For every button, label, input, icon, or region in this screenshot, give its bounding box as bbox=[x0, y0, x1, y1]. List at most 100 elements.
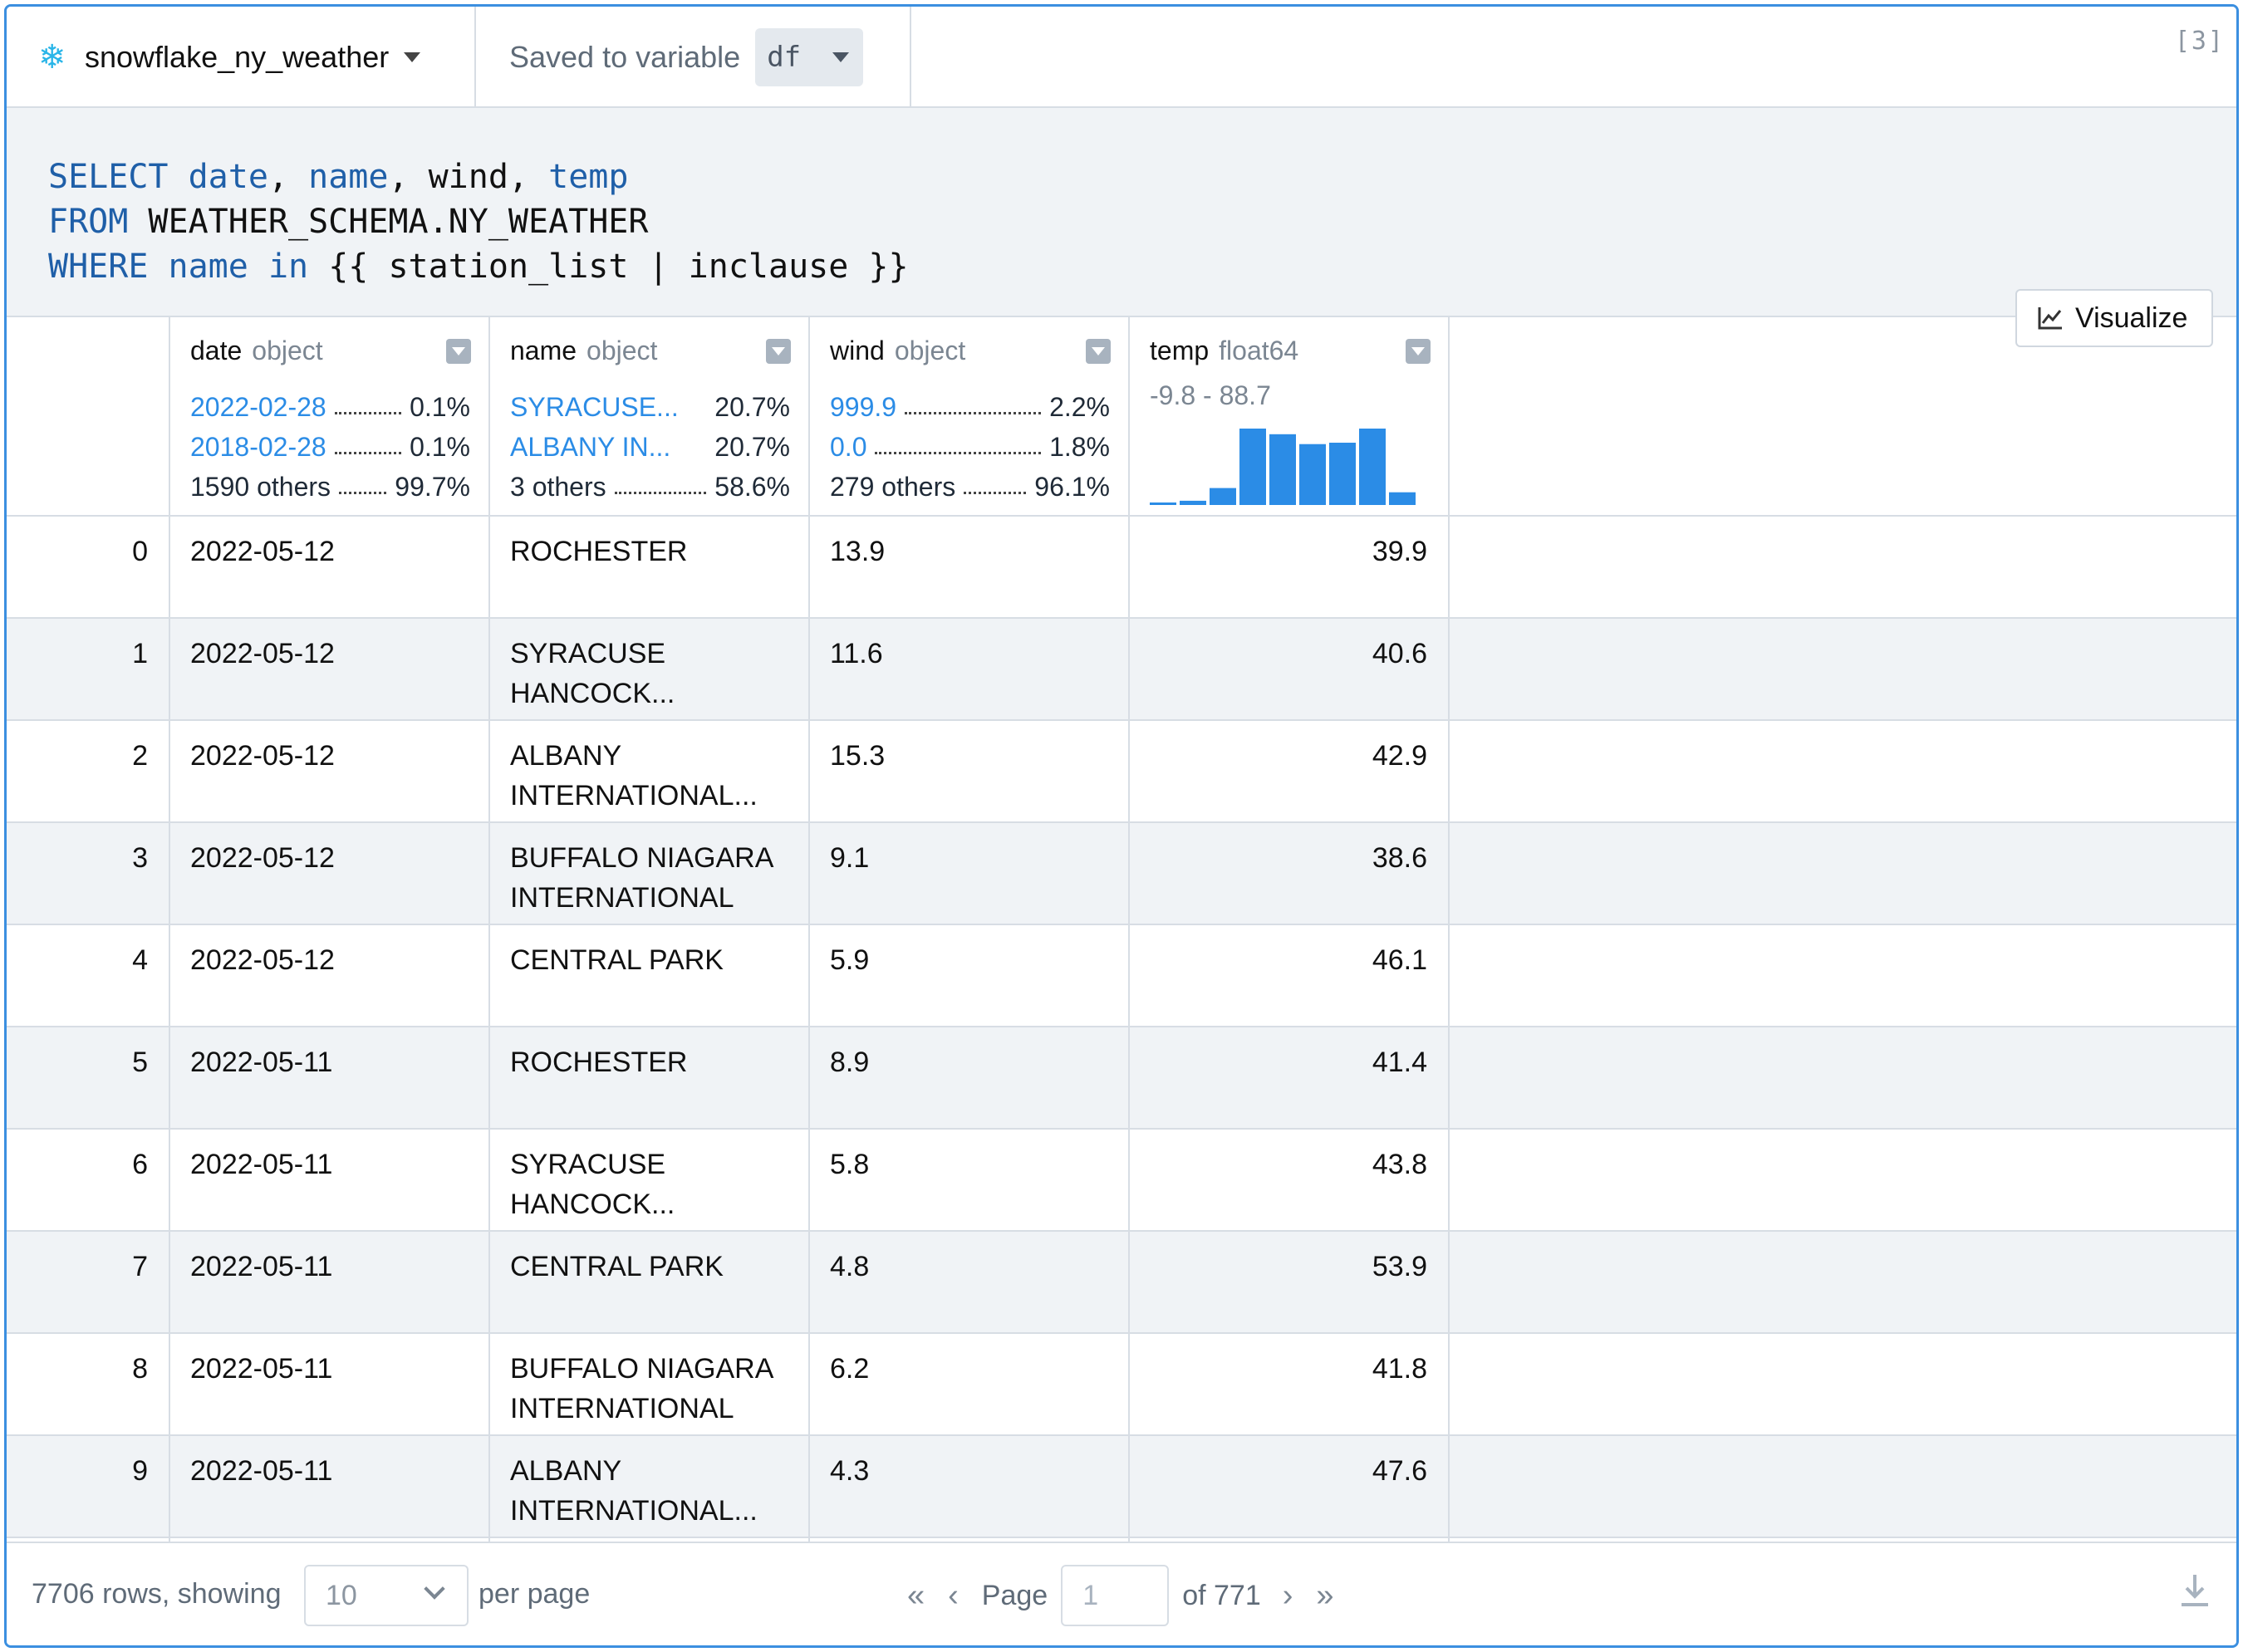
column-menu-button[interactable] bbox=[766, 339, 791, 364]
visualize-label: Visualize bbox=[2075, 301, 2188, 334]
column-divider bbox=[488, 317, 490, 1543]
table-row[interactable]: 9 2022-05-11 ALBANY INTERNATIONAL... 4.3 47.6 bbox=[7, 1436, 2236, 1538]
cell-temp: 41.4 bbox=[1372, 1047, 1427, 1078]
histogram-bar[interactable] bbox=[1359, 429, 1386, 505]
variable-name-input[interactable]: df bbox=[755, 28, 864, 86]
column-header-date[interactable]: date object 2022-02-28 0.1% 2018-02-28 0.1%… bbox=[170, 317, 490, 517]
column-name: name bbox=[510, 336, 577, 365]
column-divider bbox=[808, 317, 810, 1543]
value-range: -9.8 - 88.7 bbox=[1150, 380, 1271, 410]
histogram-bar[interactable] bbox=[1150, 502, 1176, 505]
value-stat-row[interactable]: 999.9 2.2% bbox=[830, 391, 1110, 422]
chevron-down-icon bbox=[424, 1578, 445, 1600]
histogram-bar[interactable] bbox=[1299, 444, 1326, 505]
row-index: 0 bbox=[132, 536, 148, 567]
connection-name: snowflake_ny_weather bbox=[85, 40, 390, 74]
cell-wind: 5.9 bbox=[830, 944, 870, 976]
cell-name: ROCHESTER bbox=[510, 1042, 793, 1082]
table-row[interactable]: 0 2022-05-12 ROCHESTER 13.9 39.9 bbox=[7, 517, 2236, 619]
temp-histogram[interactable] bbox=[1150, 425, 1416, 505]
cell-date: 2022-05-11 bbox=[190, 1251, 333, 1282]
cell-name-line: BUFFALO NIAGARA bbox=[510, 842, 774, 874]
last-page-icon[interactable]: » bbox=[1316, 1577, 1334, 1613]
cell-wind: 15.3 bbox=[830, 740, 886, 772]
table-row[interactable]: 2 2022-05-12 ALBANY INTERNATIONAL... 15.3 42.… bbox=[7, 721, 2236, 823]
cell-name-line: BUFFALO NIAGARA bbox=[510, 1353, 774, 1385]
row-count: 7706 rows, showing bbox=[32, 1578, 282, 1610]
cell-name-line: SYRACUSE bbox=[510, 638, 666, 669]
value-stat-row[interactable]: 2018-02-28 0.1% bbox=[190, 431, 470, 462]
cell-wind: 6.2 bbox=[830, 1353, 870, 1385]
cell-name-line: INTERNATIONAL... bbox=[510, 1495, 758, 1527]
row-index: 5 bbox=[132, 1047, 148, 1078]
column-header-wind[interactable]: wind object 999.9 2.2% 0.0 1.8% 279 others 9… bbox=[810, 317, 1130, 517]
download-icon[interactable] bbox=[2178, 1571, 2211, 1608]
cell-temp: 43.8 bbox=[1372, 1149, 1427, 1180]
cell-name: ALBANY INTERNATIONAL... bbox=[510, 736, 793, 816]
value-stat-row: 3 others 58.6% bbox=[510, 471, 790, 502]
table-footer: 7706 rows, showing 10 per page « ‹ Page … bbox=[7, 1542, 2236, 1645]
page-total: of 771 bbox=[1182, 1579, 1261, 1611]
column-menu-button[interactable] bbox=[1406, 339, 1431, 364]
next-page-icon[interactable]: › bbox=[1282, 1577, 1293, 1613]
cell-temp: 42.9 bbox=[1372, 740, 1427, 772]
saved-variable-section: Saved to variable df bbox=[476, 7, 911, 108]
table-row[interactable]: 1 2022-05-12 SYRACUSE HANCOCK... 11.6 40.6 bbox=[7, 619, 2236, 721]
page-input[interactable]: 1 bbox=[1061, 1565, 1170, 1626]
sql-editor[interactable]: SELECT date, name, wind, temp FROM WEATH… bbox=[7, 108, 2236, 317]
cell-wind: 9.1 bbox=[830, 842, 870, 874]
per-page-select[interactable]: 10 bbox=[304, 1565, 469, 1626]
histogram-bar[interactable] bbox=[1210, 488, 1236, 505]
cell-temp: 53.9 bbox=[1372, 1251, 1427, 1282]
table-row[interactable]: 5 2022-05-11 ROCHESTER 8.9 41.4 bbox=[7, 1027, 2236, 1130]
row-index: 6 bbox=[132, 1149, 148, 1180]
connection-selector[interactable]: ❄ snowflake_ny_weather bbox=[7, 7, 476, 108]
table-header: date object 2022-02-28 0.1% 2018-02-28 0.1%… bbox=[7, 317, 2236, 517]
cell-name: BUFFALO NIAGARA INTERNATIONAL bbox=[510, 1349, 793, 1429]
table-row[interactable]: 8 2022-05-11 BUFFALO NIAGARA INTERNATIONAL 6… bbox=[7, 1334, 2236, 1436]
histogram-bar[interactable] bbox=[1269, 434, 1296, 505]
sql-line-2: FROM WEATHER_SCHEMA.NY_WEATHER bbox=[48, 203, 649, 241]
cell-wind: 11.6 bbox=[830, 638, 883, 669]
column-menu-button[interactable] bbox=[1086, 339, 1111, 364]
column-dtype: object bbox=[894, 336, 966, 365]
cell-date: 2022-05-12 bbox=[190, 638, 335, 669]
cell-name: BUFFALO NIAGARA INTERNATIONAL bbox=[510, 838, 793, 918]
cell-name-line: ALBANY bbox=[510, 1455, 622, 1487]
table-row[interactable]: 4 2022-05-12 CENTRAL PARK 5.9 46.1 bbox=[7, 925, 2236, 1027]
histogram-bar[interactable] bbox=[1180, 500, 1206, 505]
cell-name-line: CENTRAL PARK bbox=[510, 944, 724, 976]
cell-name-line: INTERNATIONAL bbox=[510, 1393, 734, 1424]
value-stat-row[interactable]: ALBANY IN... 20.7% bbox=[510, 431, 790, 462]
cell-temp: 38.6 bbox=[1372, 842, 1427, 874]
cell-date: 2022-05-12 bbox=[190, 842, 335, 874]
value-stat-row[interactable]: SYRACUSE... 20.7% bbox=[510, 391, 790, 422]
column-dtype: object bbox=[587, 336, 658, 365]
cell-name: ROCHESTER bbox=[510, 532, 793, 571]
column-divider bbox=[1128, 317, 1130, 1543]
table-row[interactable]: 3 2022-05-12 BUFFALO NIAGARA INTERNATIONAL 9… bbox=[7, 823, 2236, 925]
cell-wind: 5.8 bbox=[830, 1149, 870, 1180]
histogram-bar[interactable] bbox=[1239, 429, 1266, 505]
column-name: wind bbox=[830, 336, 885, 365]
sql-line-3: WHERE name in {{ station_list | inclause… bbox=[48, 248, 909, 286]
cell-name-line: ROCHESTER bbox=[510, 536, 688, 567]
histogram-bar[interactable] bbox=[1389, 492, 1416, 505]
row-index: 2 bbox=[132, 740, 148, 772]
pagination: « ‹ Page 1 of 771 › » bbox=[896, 1565, 1346, 1626]
histogram-bar[interactable] bbox=[1329, 443, 1356, 505]
visualize-button[interactable]: Visualize bbox=[2015, 289, 2213, 347]
column-header-temp[interactable]: temp float64 -9.8 - 88.7 bbox=[1130, 317, 1450, 517]
value-stat-row[interactable]: 2022-02-28 0.1% bbox=[190, 391, 470, 422]
row-index: 7 bbox=[132, 1251, 148, 1282]
column-menu-button[interactable] bbox=[446, 339, 471, 364]
row-index: 1 bbox=[132, 638, 148, 669]
prev-page-icon[interactable]: ‹ bbox=[948, 1577, 959, 1613]
table-row[interactable]: 7 2022-05-11 CENTRAL PARK 4.8 53.9 bbox=[7, 1232, 2236, 1334]
first-page-icon[interactable]: « bbox=[907, 1577, 925, 1613]
column-header-name[interactable]: name object SYRACUSE... 20.7% ALBANY IN...… bbox=[490, 317, 810, 517]
cell-name-line: INTERNATIONAL bbox=[510, 882, 734, 914]
table-row[interactable]: 6 2022-05-11 SYRACUSE HANCOCK... 5.8 43.8 bbox=[7, 1130, 2236, 1232]
row-index: 8 bbox=[132, 1353, 148, 1385]
value-stat-row[interactable]: 0.0 1.8% bbox=[830, 431, 1110, 462]
